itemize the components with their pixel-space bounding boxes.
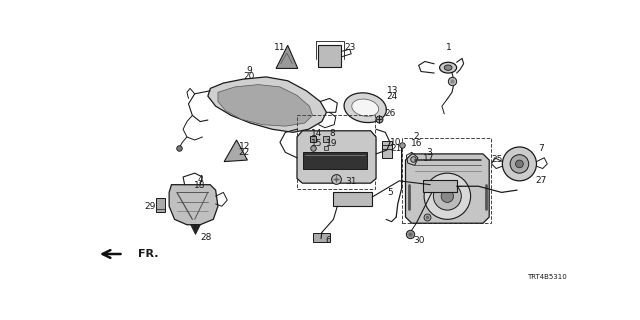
Text: 1: 1: [446, 43, 452, 52]
Text: 31: 31: [346, 177, 357, 186]
Polygon shape: [169, 185, 218, 225]
Text: 27: 27: [536, 176, 547, 185]
Ellipse shape: [344, 93, 387, 123]
Text: 7: 7: [538, 144, 544, 153]
Bar: [382, 141, 392, 158]
Text: 29: 29: [144, 202, 156, 211]
Bar: [156, 198, 165, 212]
Text: 23: 23: [344, 43, 355, 52]
Polygon shape: [406, 154, 489, 223]
Text: 16: 16: [411, 139, 422, 148]
Text: 17: 17: [423, 154, 435, 163]
Circle shape: [516, 160, 524, 168]
Bar: [297, 116, 374, 188]
Text: 10: 10: [390, 138, 402, 147]
Bar: [312, 233, 330, 243]
PathPatch shape: [208, 77, 326, 132]
PathPatch shape: [218, 84, 312, 126]
Text: 3: 3: [426, 148, 431, 157]
Circle shape: [424, 173, 470, 219]
Text: 24: 24: [387, 92, 398, 101]
Text: 5: 5: [387, 188, 393, 197]
Circle shape: [433, 182, 461, 210]
Text: 12: 12: [239, 142, 250, 151]
Text: 22: 22: [239, 148, 250, 157]
Ellipse shape: [440, 62, 457, 73]
Text: 30: 30: [413, 236, 425, 244]
Bar: [333, 192, 372, 206]
Polygon shape: [224, 140, 248, 162]
Ellipse shape: [444, 65, 452, 70]
Text: 21: 21: [390, 144, 402, 153]
Text: FR.: FR.: [138, 249, 159, 259]
Bar: [318, 45, 341, 67]
Text: TRT4B5310: TRT4B5310: [527, 274, 566, 280]
Text: 9: 9: [246, 66, 252, 75]
Text: 20: 20: [243, 72, 255, 81]
Text: 6: 6: [325, 236, 331, 244]
Circle shape: [510, 155, 529, 173]
Text: 25: 25: [492, 155, 502, 164]
Circle shape: [441, 190, 454, 203]
Bar: [402, 139, 491, 223]
Text: 15: 15: [310, 139, 322, 148]
Text: 28: 28: [200, 233, 211, 242]
Text: 4: 4: [197, 175, 203, 184]
Polygon shape: [276, 45, 298, 68]
Text: 8: 8: [329, 129, 335, 138]
Text: 14: 14: [310, 129, 322, 138]
Text: 18: 18: [195, 181, 206, 190]
Circle shape: [502, 147, 536, 181]
Text: 26: 26: [384, 108, 396, 117]
Bar: [303, 152, 367, 169]
Text: 2: 2: [413, 132, 419, 141]
Ellipse shape: [352, 99, 379, 116]
Text: 19: 19: [326, 139, 338, 148]
Text: 13: 13: [387, 86, 398, 95]
Polygon shape: [297, 131, 376, 183]
Bar: [422, 180, 457, 192]
Text: 11: 11: [274, 43, 285, 52]
